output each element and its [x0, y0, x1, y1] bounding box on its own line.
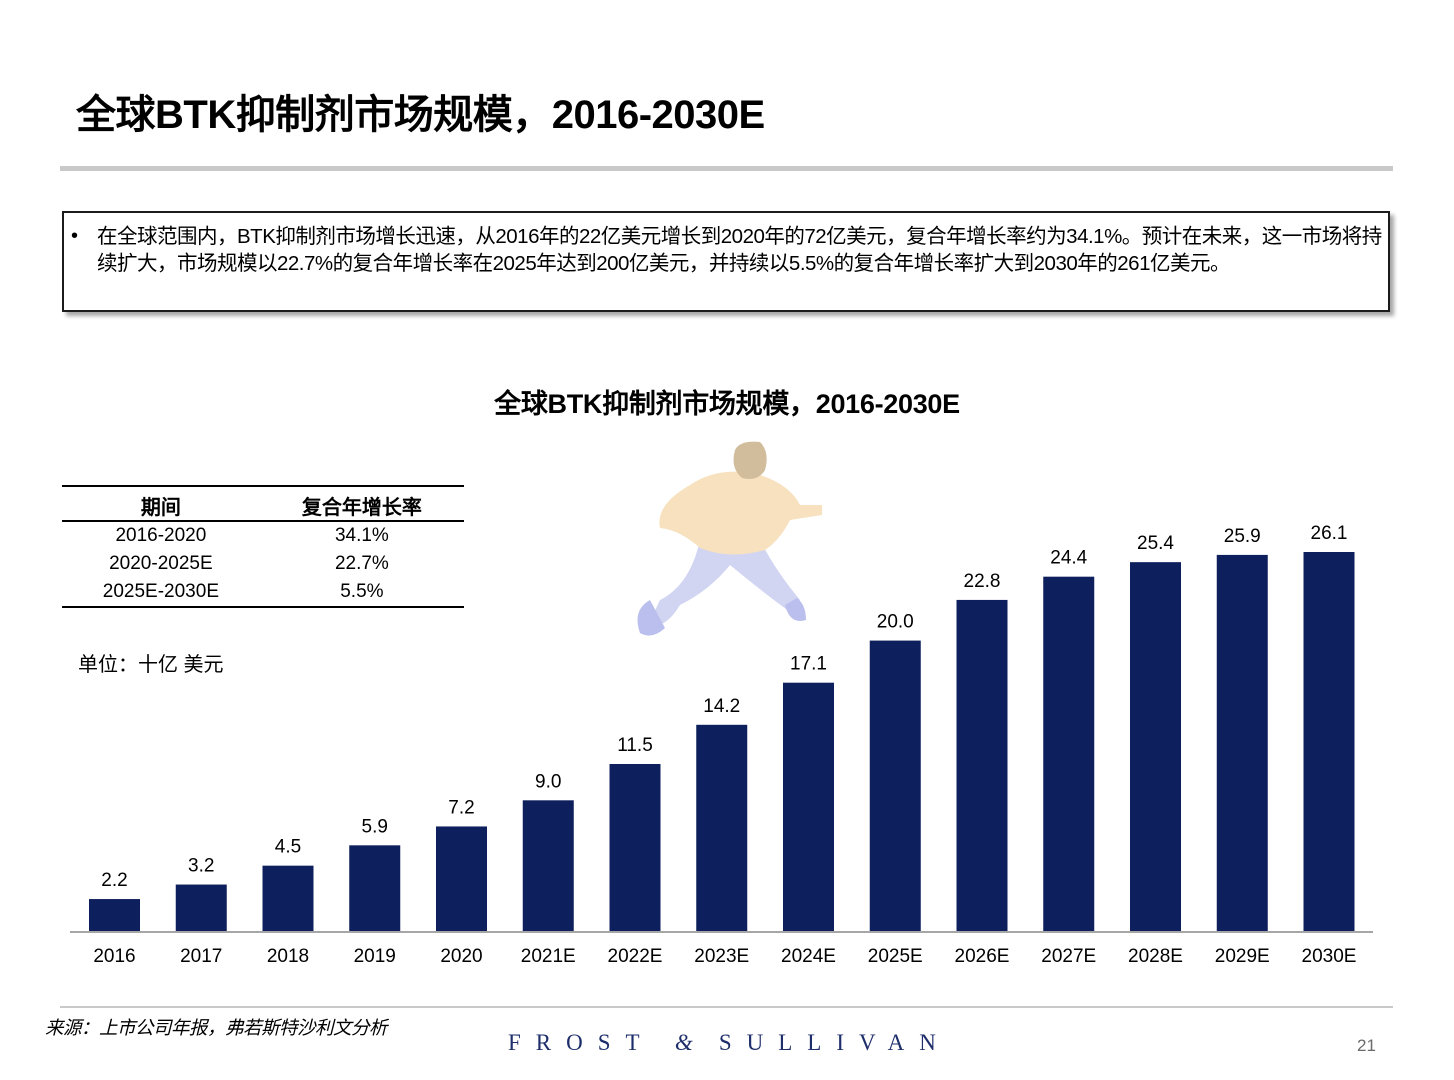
cagr-rate-cell: 22.7% [334, 553, 389, 574]
x-tick-label-2030E: 2030E [1302, 946, 1357, 967]
bar-2018 [262, 865, 314, 931]
data-label-2029E: 25.9 [1224, 526, 1261, 547]
page-number: 21 [1357, 1036, 1376, 1055]
data-label-2022E: 11.5 [617, 735, 653, 756]
source-note: 来源：上市公司年报，弗若斯特沙利文分析 [45, 1017, 388, 1038]
x-tick-label-2029E: 2029E [1215, 946, 1270, 967]
bar-2024E [783, 682, 834, 931]
table-row: 2025E-2030E 5.5% [62, 578, 464, 608]
bar-2029E [1216, 554, 1268, 931]
page-title: 全球BTK抑制剂市场规模，2016-2030E [76, 93, 765, 137]
x-tick-label-2024E: 2024E [781, 946, 836, 967]
cagr-table-header-row: 期间 复合年增长率 [62, 485, 464, 522]
data-label-2016: 2.2 [101, 870, 127, 891]
bar-2026E [956, 599, 1008, 931]
x-tick-label-2023E: 2023E [694, 946, 749, 967]
x-tick-label-2018: 2018 [267, 946, 309, 967]
logo-word-sullivan: SULLIVAN [718, 1030, 951, 1055]
bar-2021E [522, 800, 574, 931]
unit-label: 单位：十亿 美元 [78, 654, 224, 676]
x-tick-label-2020: 2020 [440, 946, 482, 967]
bar-2022E [609, 764, 661, 931]
bar-2016 [89, 899, 140, 931]
x-tick-label-2016: 2016 [93, 946, 135, 967]
title-divider [60, 166, 1393, 171]
cagr-period-cell: 2025E-2030E [62, 578, 260, 608]
x-tick-label-2026E: 2026E [955, 946, 1010, 967]
logo-ampersand: & [674, 1030, 719, 1055]
data-label-2028E: 25.4 [1137, 533, 1174, 554]
x-tick-label-2017: 2017 [180, 946, 222, 967]
bar-2020 [436, 826, 487, 931]
bar-2030E [1303, 552, 1355, 931]
table-row: 2020-2025E 22.7% [62, 550, 464, 578]
summary-box: • 在全球范围内，BTK抑制剂市场增长迅速，从2016年的22亿美元增长到202… [62, 211, 1390, 312]
cagr-period-cell: 2016-2020 [115, 525, 207, 546]
table-row: 2016-2020 34.1% [62, 521, 464, 550]
logo-word-frost: FROST [508, 1030, 655, 1055]
cagr-period-cell: 2020-2025E [109, 553, 213, 574]
x-tick-label-2019: 2019 [354, 946, 396, 967]
data-label-2021E: 9.0 [535, 771, 561, 792]
summary-text: 在全球范围内，BTK抑制剂市场增长迅速，从2016年的22亿美元增长到2020年… [97, 225, 1382, 275]
x-tick-label-2021E: 2021E [521, 946, 576, 967]
data-label-2027E: 24.4 [1050, 548, 1087, 569]
bar-2019 [349, 845, 401, 931]
bar-2027E [1043, 576, 1095, 931]
bar-2025E [869, 640, 921, 931]
data-label-2030E: 26.1 [1311, 523, 1348, 544]
x-tick-label-2025E: 2025E [868, 946, 923, 967]
data-label-2020: 7.2 [448, 797, 474, 818]
bar-2017 [175, 884, 227, 931]
bar-2028E [1130, 562, 1181, 931]
x-tick-label-2022E: 2022E [608, 946, 663, 967]
cagr-rate-cell: 34.1% [334, 525, 389, 546]
chart-title: 全球BTK抑制剂市场规模，2016-2030E [494, 389, 960, 419]
data-label-2023E: 14.2 [703, 696, 740, 717]
cagr-table: 期间 复合年增长率 2016-2020 34.1% 2020-2025E 22.… [62, 485, 464, 608]
summary-bullet: • [71, 225, 79, 247]
data-label-2018: 4.5 [275, 837, 301, 858]
x-tick-label-2028E: 2028E [1128, 946, 1183, 967]
cagr-header-rate: 复合年增长率 [259, 485, 464, 522]
bar-2023E [696, 724, 748, 931]
data-label-2019: 5.9 [362, 816, 388, 837]
x-tick-label-2027E: 2027E [1041, 946, 1096, 967]
frost-sullivan-logo: FROST &SULLIVAN [508, 1030, 951, 1056]
data-label-2025E: 20.0 [877, 612, 914, 633]
cagr-rate-cell: 5.5% [259, 578, 464, 608]
data-label-2024E: 17.1 [790, 654, 827, 675]
data-label-2026E: 22.8 [964, 571, 1001, 592]
running-person-illustration [637, 441, 822, 636]
cagr-header-period: 期间 [62, 485, 260, 522]
data-label-2017: 3.2 [188, 856, 214, 877]
footer-divider [60, 1006, 1393, 1008]
